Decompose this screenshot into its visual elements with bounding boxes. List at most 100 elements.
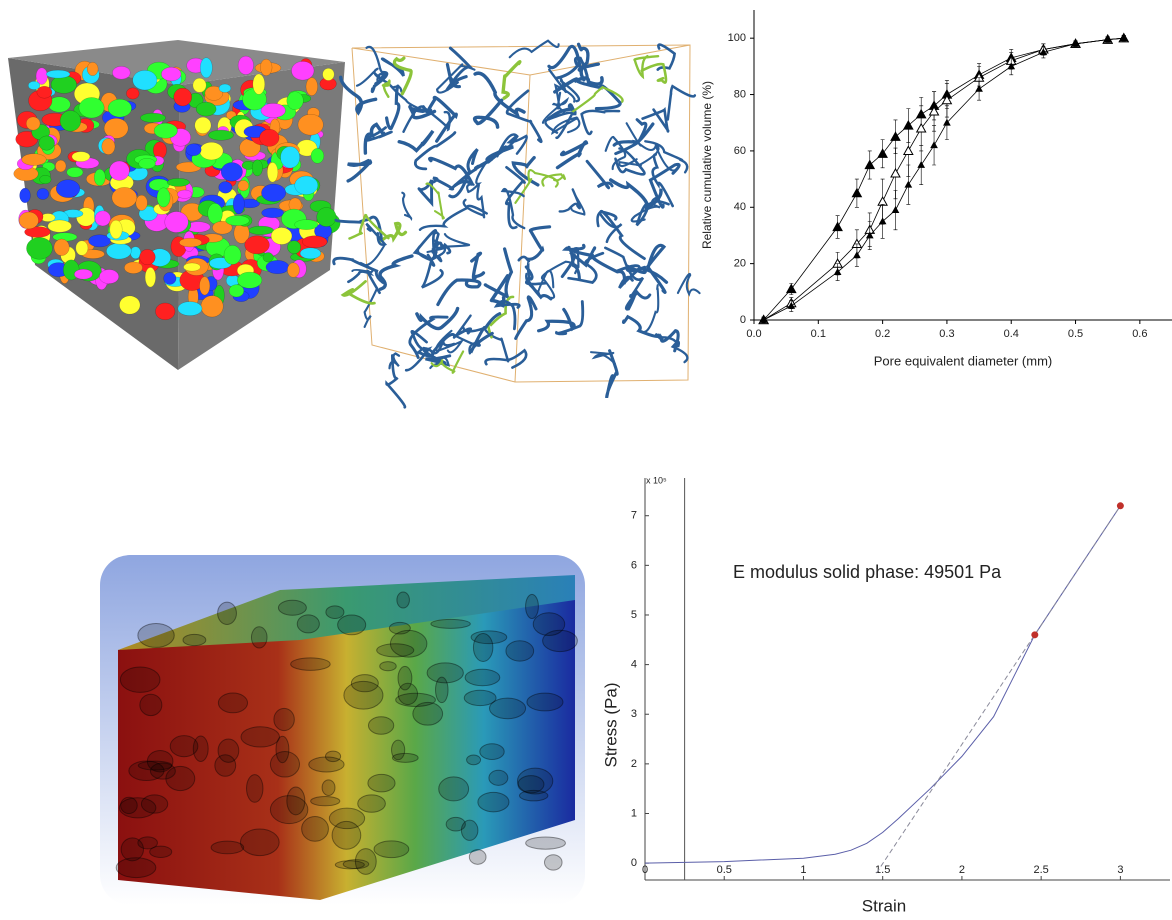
throat [558, 188, 581, 213]
pore-blob [140, 112, 166, 123]
pore-blob [38, 135, 55, 151]
throat [496, 133, 519, 158]
pore-blob [109, 160, 130, 181]
pore-hole [438, 776, 470, 802]
throat [524, 265, 553, 301]
x-tick-label: 0.6 [1132, 328, 1147, 340]
pore-hole [445, 816, 466, 832]
pore-hole [460, 819, 479, 841]
pore-hole [470, 630, 508, 645]
marker [930, 141, 938, 149]
y-axis-label: Relative cumulative volume (%) [700, 81, 714, 249]
marker [833, 268, 842, 275]
throat [346, 158, 373, 183]
pore-blob [260, 58, 273, 76]
throat [448, 148, 479, 199]
pore-hole [149, 845, 173, 858]
pore-blob [109, 219, 123, 240]
pore-hole [337, 614, 367, 636]
throat [466, 158, 490, 194]
throat [385, 84, 401, 131]
throat [540, 260, 579, 299]
pore-blob [24, 226, 51, 238]
throat [608, 178, 663, 211]
pore-blob [153, 122, 178, 139]
pore-hole [239, 828, 280, 857]
x-tick-label: 2.5 [1034, 864, 1049, 876]
pore-blob [21, 153, 47, 166]
pore-hole [137, 760, 173, 771]
marker [864, 159, 876, 170]
x-tick-label: 0.5 [717, 864, 732, 876]
throat [541, 96, 570, 124]
pore-hole [182, 633, 207, 647]
throat [615, 264, 641, 289]
pore-blob [75, 240, 89, 256]
pore-blob [265, 260, 290, 275]
pore-blob [155, 302, 176, 321]
pore-blob [261, 183, 287, 202]
pore-hole [395, 692, 436, 707]
y-axis-label: Stress (Pa) [601, 682, 620, 767]
marker [891, 206, 900, 213]
throat [514, 295, 538, 340]
marker [904, 180, 913, 188]
y-tick-label: 5 [631, 609, 637, 621]
pore-blob [39, 174, 52, 185]
throat [645, 243, 667, 294]
marker [865, 231, 874, 239]
pore-blob [36, 85, 53, 99]
pore-blob [66, 166, 84, 178]
throat [555, 300, 585, 336]
pore-blob [94, 210, 111, 227]
throat [332, 256, 385, 284]
pore-hole [389, 629, 428, 658]
throat [445, 46, 475, 92]
throat [651, 153, 674, 208]
y-tick-label: 20 [734, 258, 746, 270]
cube-edge [351, 47, 531, 76]
pore-hole [367, 773, 396, 793]
pore-blob [204, 85, 224, 101]
block-top [118, 575, 575, 650]
pore-hole [269, 795, 309, 825]
pore-hole [489, 697, 527, 720]
marker [975, 84, 983, 92]
pore-blob [218, 181, 233, 194]
pore-blob [19, 187, 31, 204]
pore-blob [248, 225, 274, 235]
pore-blob [208, 129, 234, 141]
y-tick-label: 1 [631, 807, 637, 819]
throat [433, 241, 452, 255]
throat [511, 155, 540, 187]
pore-blob [139, 249, 156, 266]
pore-blob [262, 252, 274, 263]
cube-face [8, 40, 345, 85]
throat [364, 126, 393, 142]
throat [637, 284, 660, 334]
pore-blob [286, 91, 304, 110]
pore-hole [240, 726, 280, 748]
throat [541, 173, 566, 187]
throat [425, 182, 445, 220]
pore-hole [137, 622, 175, 648]
pore-hole [373, 840, 410, 859]
pore-hole [488, 769, 509, 786]
pore-blob [294, 175, 319, 195]
pore-hole [412, 701, 444, 726]
pore-hole [426, 662, 464, 684]
chart-cumulative-volume: 0.0 0.1 0.2 0.3 0.4 0.5 0.6 0 20 40 60 80 100 Pore eq… [700, 10, 1172, 368]
throat [351, 244, 386, 274]
throat [417, 179, 434, 208]
pore-blob [194, 116, 212, 134]
y-tick-label: 60 [734, 145, 746, 157]
throat [363, 122, 386, 155]
throat [417, 327, 473, 358]
x-tick-label: 1 [800, 864, 806, 876]
marker [1103, 35, 1112, 43]
pore-blob [47, 219, 72, 233]
throat [401, 191, 413, 222]
marker [877, 148, 888, 158]
pore-blob [322, 67, 335, 81]
